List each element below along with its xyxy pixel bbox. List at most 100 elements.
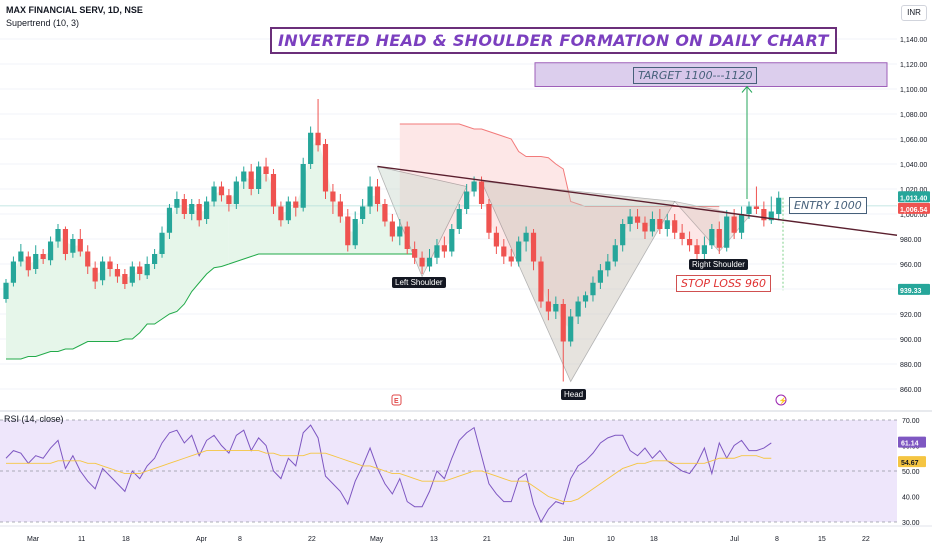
candle-down [40,254,46,259]
candle-down [85,251,91,267]
candle-up [174,199,180,208]
candle-down [248,171,254,189]
symbol-line: MAX FINANCIAL SERV, 1D, NSE [6,5,143,15]
candle-down [278,206,284,221]
rsi-value-badge: 61.14 [901,441,919,448]
rsi-y-tick-label: 70.00 [902,418,920,425]
candle-down [107,261,113,269]
candle-down [345,216,351,246]
rsi-band [0,420,897,522]
rsi-ma-badge: 54.67 [901,460,919,467]
currency-button[interactable]: INR [901,5,927,21]
candle-down [92,267,98,282]
y-tick-label: 900.00 [900,337,922,344]
candle-up [99,261,106,281]
candle-down [196,204,202,221]
candle-down [419,257,425,267]
candle-down [716,229,722,248]
rsi-line [5,424,772,524]
candle-down [218,186,225,196]
candle-up [627,216,633,224]
candle-down [270,174,277,207]
x-tick-label: Mar [27,536,40,543]
x-tick-label: 8 [238,536,242,543]
y-tick-label: 920.00 [900,312,922,319]
candle-up [159,232,165,254]
candle-up [55,229,61,242]
rsi-y-tick-label: 30.00 [902,520,920,527]
candle-up [352,219,358,246]
candle-up [70,239,76,253]
candle-down [478,181,485,204]
x-tick-label: 10 [607,536,615,543]
x-tick-label: 22 [862,536,870,543]
candle-down [486,204,492,233]
candle-down [374,186,381,204]
head-label: Head [561,389,587,400]
y-tick-label: 1,020.00 [900,187,927,194]
rsi-ma-line [6,450,772,503]
candle-up [211,186,217,202]
low-price-badge: 939.33 [900,288,922,295]
supertrend-up-line [228,253,415,265]
candle-up [568,316,574,342]
candle-up [10,261,17,283]
candle-down [114,269,121,277]
candle-down [226,195,232,204]
y-tick-label: 960.00 [900,262,922,269]
candle-down [679,232,685,239]
target-arrow-head [741,85,753,93]
dividend-marker-icon[interactable] [775,394,787,406]
candle-up [144,264,150,276]
x-tick-label: 11 [78,536,85,543]
candle-down [686,239,693,246]
entry-label: ENTRY 1000 [789,197,867,214]
indicator-line: Supertrend (10, 3) [6,18,80,28]
candle-up [456,209,462,229]
candle-up [738,214,745,233]
candle-down [122,274,128,284]
earnings-marker-icon[interactable] [391,394,402,406]
x-tick-label: 15 [818,536,826,543]
candle-up [464,191,470,209]
x-tick-label: 13 [430,536,438,543]
line-price-badge-bg [898,202,930,214]
candle-down [560,304,566,342]
x-tick-label: Apr [196,536,208,543]
candle-down [330,191,336,202]
candle-up [746,206,752,214]
candle-up [426,257,433,267]
candle-up [256,166,262,189]
chart-legend: MAX FINANCIAL SERV, 1D, NSE Supertrend (… [6,4,143,30]
x-tick-label: 21 [483,536,491,543]
candle-down [382,204,388,222]
candle-down [731,216,737,233]
candle-up [241,171,247,182]
earnings-marker-text: E [394,398,399,405]
y-tick-label: 880.00 [900,362,922,369]
candle-up [129,266,135,283]
candle-up [360,206,366,219]
candle-down [404,226,410,249]
candle-up [701,245,708,254]
candle-up [397,226,403,237]
candle-down [761,209,767,221]
y-tick-label: 1,100.00 [900,87,927,94]
head-shape [480,181,676,383]
x-tick-label: 18 [122,536,130,543]
y-tick-label: 1,120.00 [900,62,927,69]
y-tick-label: 1,000.00 [900,212,927,219]
x-tick-label: May [370,536,384,543]
y-tick-label: 980.00 [900,237,922,244]
rsi-y-tick-label: 50.00 [902,469,920,476]
candle-up [709,229,715,246]
left-shoulder-label: Left Shoulder [392,277,446,288]
candle-down [530,232,537,262]
candle-up [582,295,589,302]
candle-up [152,254,158,264]
rsi-ma-badge-bg [898,456,926,468]
candle-down [181,199,187,214]
candle-down [77,239,83,252]
x-tick-label: Jun [563,536,574,543]
